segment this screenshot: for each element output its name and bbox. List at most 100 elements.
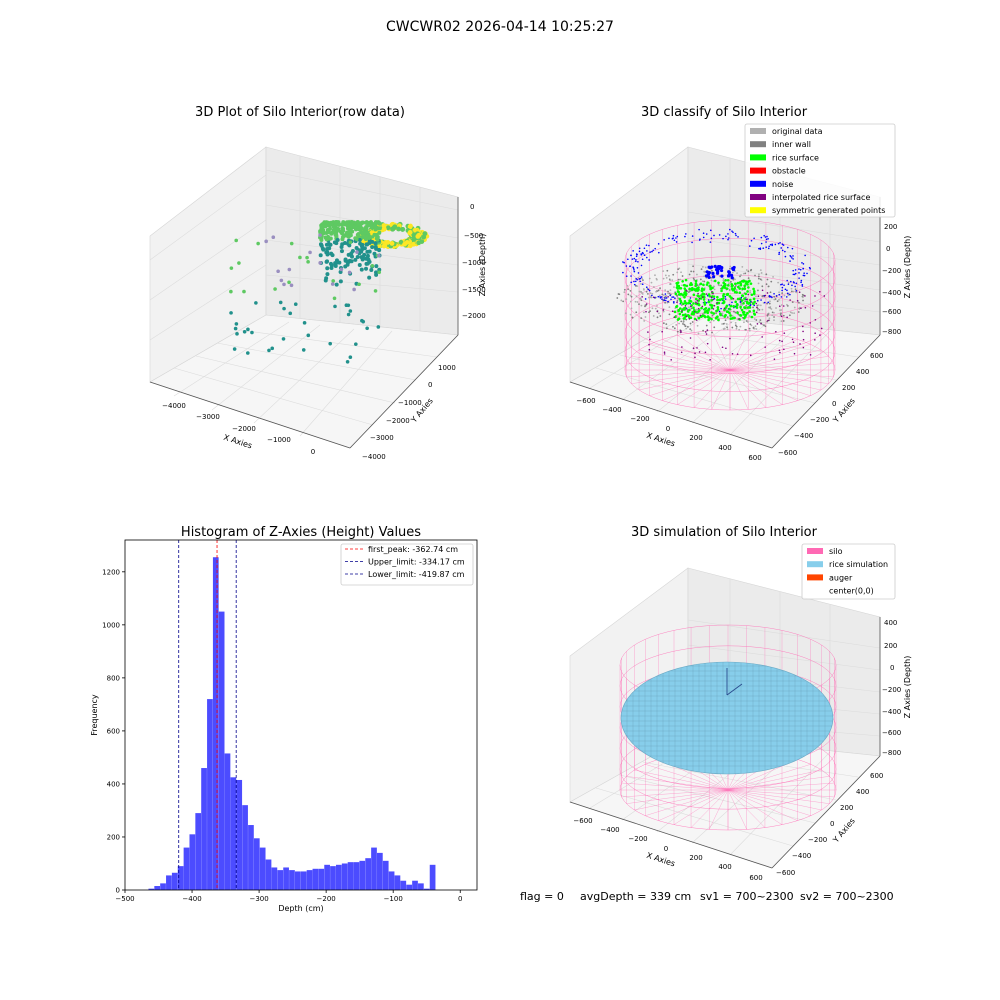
classify-point (670, 359, 673, 361)
classify-point (768, 317, 771, 320)
classify-point (742, 272, 745, 275)
classify-point (802, 263, 805, 265)
classify-point (666, 269, 669, 272)
classify-point (657, 243, 660, 245)
raw-point (344, 303, 349, 308)
classify-point (722, 301, 726, 304)
classify-legend: original data inner wall rice surface obsta… (744, 123, 896, 218)
classify-point (635, 258, 637, 261)
classify-point (755, 319, 758, 321)
classify-point (706, 281, 710, 284)
classify-point (678, 297, 682, 301)
classify-point (727, 282, 730, 285)
classify-point (747, 277, 750, 280)
classify-point (789, 311, 792, 314)
histogram-y-tick-label: 400 (107, 780, 120, 788)
classify-point (796, 299, 799, 302)
classify-point (679, 278, 682, 281)
classify-point (778, 253, 780, 256)
raw-point (357, 262, 362, 267)
classify-point (671, 310, 674, 313)
classify-point (791, 247, 794, 250)
classify-point (747, 270, 750, 273)
classify-point (643, 311, 645, 314)
classify-point (630, 295, 633, 298)
classify-point (622, 271, 624, 274)
classify-point (694, 352, 696, 355)
classify-point (667, 290, 669, 293)
histogram-legend-label: Lower_limit: -419.87 cm (368, 570, 465, 579)
classify-point (675, 304, 679, 308)
classify-point (729, 314, 732, 317)
classify-point (752, 292, 756, 295)
classify-point (730, 276, 734, 280)
classify-point (638, 303, 640, 306)
classify-point (723, 286, 727, 290)
legend-label: original data (772, 127, 823, 136)
raw-x-ticks: −4000 −3000 −2000 −1000 0 (162, 402, 315, 456)
panel-classify-3d: 3D classify of Silo Interior −600 −400 −… (569, 105, 912, 462)
classify-point (690, 288, 694, 292)
legend-swatch (750, 167, 766, 174)
classify-point (735, 289, 738, 291)
classify-point (725, 347, 727, 350)
classify-point (734, 311, 737, 314)
histogram-bar (312, 868, 319, 890)
classify-point (663, 299, 666, 302)
classify-point (780, 312, 782, 315)
classify-point (656, 278, 658, 281)
classify-point (685, 233, 687, 235)
raw-gridlines (149, 156, 459, 449)
histogram-bar (347, 862, 354, 890)
classify-point (792, 255, 794, 257)
classify-point (726, 293, 729, 296)
classify-point (759, 278, 762, 281)
silo-floor-spoke (711, 330, 731, 371)
raw-point (330, 230, 335, 235)
classify-point (710, 269, 713, 272)
classify-point (763, 234, 765, 237)
sim-legend-frame (801, 543, 896, 600)
classify-point (682, 323, 684, 325)
histogram-bar (253, 838, 260, 890)
classify-point (681, 310, 683, 312)
classify-point (707, 265, 711, 269)
classify-point (648, 343, 650, 346)
classify-point (723, 307, 726, 310)
raw-point (360, 318, 364, 323)
classify-point (684, 301, 687, 305)
histogram-bar (171, 872, 178, 890)
classify-point (637, 272, 640, 274)
classify-point (804, 295, 806, 297)
classify-legend-frame (744, 123, 896, 218)
classify-point (650, 296, 653, 299)
classify-point (752, 302, 755, 306)
classify-point (802, 330, 804, 333)
raw-point (270, 346, 275, 351)
raw-point (328, 242, 333, 247)
raw-point (335, 238, 340, 243)
classify-point (782, 244, 785, 246)
classify-point (739, 314, 743, 317)
classify-point (672, 234, 675, 237)
classify-point (804, 254, 806, 257)
classify-point (701, 305, 704, 308)
histogram-bar (177, 866, 184, 890)
classify-point (707, 270, 711, 275)
raw-point (365, 256, 370, 261)
classify-point (664, 301, 667, 304)
classify-point (767, 285, 770, 288)
silo-floor-spoke (677, 335, 731, 371)
legend-label: rice simulation (829, 560, 888, 569)
classify-point (740, 308, 744, 312)
raw-point (235, 332, 239, 336)
classify-point (764, 236, 767, 238)
classify-point (786, 279, 788, 282)
raw-point (349, 259, 354, 264)
classify-point (685, 289, 688, 292)
raw-point (325, 259, 330, 264)
classify-point (635, 295, 638, 298)
raw-point (377, 253, 381, 258)
raw-point (374, 264, 379, 269)
classify-point (669, 289, 672, 292)
